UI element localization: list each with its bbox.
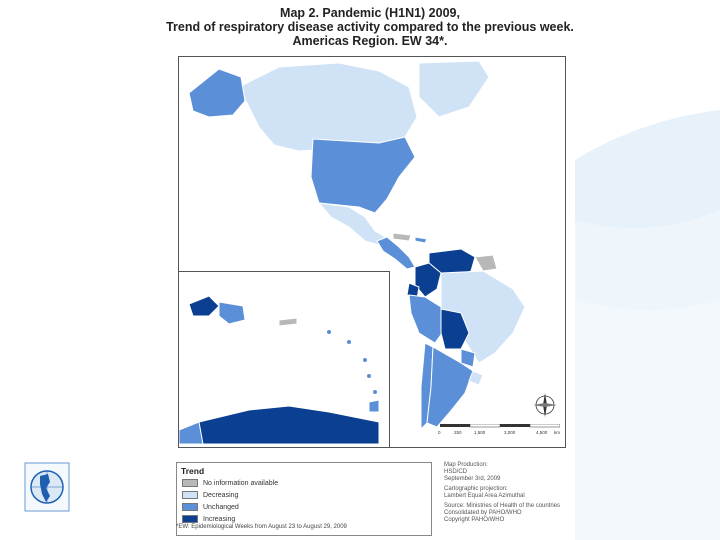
inset-island-4 (367, 374, 371, 378)
scale-tick-0: 0 (438, 430, 441, 435)
inset-puerto-rico (278, 317, 298, 327)
region-paraguay (460, 348, 476, 368)
inset-trinidad (368, 399, 380, 413)
legend-item-increasing: Increasing (182, 515, 235, 523)
region-caribbean-blue (414, 236, 428, 244)
credit-production: Map Production: (444, 462, 488, 468)
globe-logo-icon (24, 462, 70, 512)
credit-projection-label: Cartographic projection: (444, 486, 508, 492)
north-arrow-icon (533, 393, 557, 417)
region-central-america (376, 236, 416, 270)
footnote: *EW: Epidemiological Weeks from August 2… (176, 524, 347, 530)
scale-tick-3: 3,000 (504, 430, 516, 435)
credit-consolidated: Consolidated by PAHO/WHO (444, 510, 522, 516)
credit-source: Source: Ministries of Health of the coun… (444, 503, 561, 509)
americas-map (188, 60, 526, 431)
credit-projection: Lambert Equal Area Azimuthal (444, 493, 525, 499)
region-alaska (188, 68, 246, 118)
region-greenland (418, 60, 490, 118)
region-argentina (426, 346, 474, 428)
legend-swatch (182, 491, 198, 499)
legend-item-no-info: No information available (182, 479, 278, 487)
region-peru (408, 294, 446, 344)
title-line-2: Trend of respiratory disease activity co… (166, 20, 574, 34)
region-canada (238, 62, 418, 152)
inset-venezuela-coast (198, 405, 380, 445)
credit-copyright: Copyright PAHO/WHO (444, 517, 505, 523)
region-usa (310, 136, 416, 214)
scale-tick-2: 1,500 (474, 430, 486, 435)
inset-haiti (188, 295, 220, 317)
scale-tick-1: 250 (454, 430, 462, 435)
credit-date: September 3rd, 2009 (444, 476, 501, 482)
caribbean-inset-frame (178, 271, 390, 448)
scale-unit: km (554, 430, 560, 435)
legend-swatch (182, 515, 198, 523)
map-credits: Map Production: HSD/CD September 3rd, 20… (444, 462, 574, 527)
inset-colombia-coast (178, 421, 204, 445)
region-caribbean-grey (392, 232, 412, 242)
legend-label: Unchanged (203, 503, 239, 511)
legend-swatch (182, 503, 198, 511)
inset-island-5 (373, 390, 377, 394)
legend: Trend No information available Decreasin… (176, 462, 432, 536)
map-title: Map 2. Pandemic (H1N1) 2009, Trend of re… (150, 6, 590, 48)
inset-dominican-republic (218, 301, 246, 325)
inset-island-1 (327, 330, 331, 334)
legend-title: Trend (181, 466, 205, 476)
inset-island-2 (347, 340, 351, 344)
caribbean-inset-map (178, 295, 380, 445)
legend-item-decreasing: Decreasing (182, 491, 238, 499)
legend-label: Increasing (203, 515, 236, 523)
legend-label: No information available (203, 479, 279, 487)
inset-island-3 (363, 358, 367, 362)
region-guianas (474, 254, 498, 272)
scale-bar (440, 424, 560, 428)
credit-unit: HSD/CD (444, 469, 468, 475)
legend-item-unchanged: Unchanged (182, 503, 239, 511)
scale-tick-4: 4,500 (536, 430, 548, 435)
title-line-3: Americas Region. EW 34*. (292, 34, 448, 48)
region-uruguay (468, 370, 484, 386)
title-line-1: Map 2. Pandemic (H1N1) 2009, (280, 6, 460, 20)
legend-swatch (182, 479, 198, 487)
legend-label: Decreasing (203, 491, 239, 499)
